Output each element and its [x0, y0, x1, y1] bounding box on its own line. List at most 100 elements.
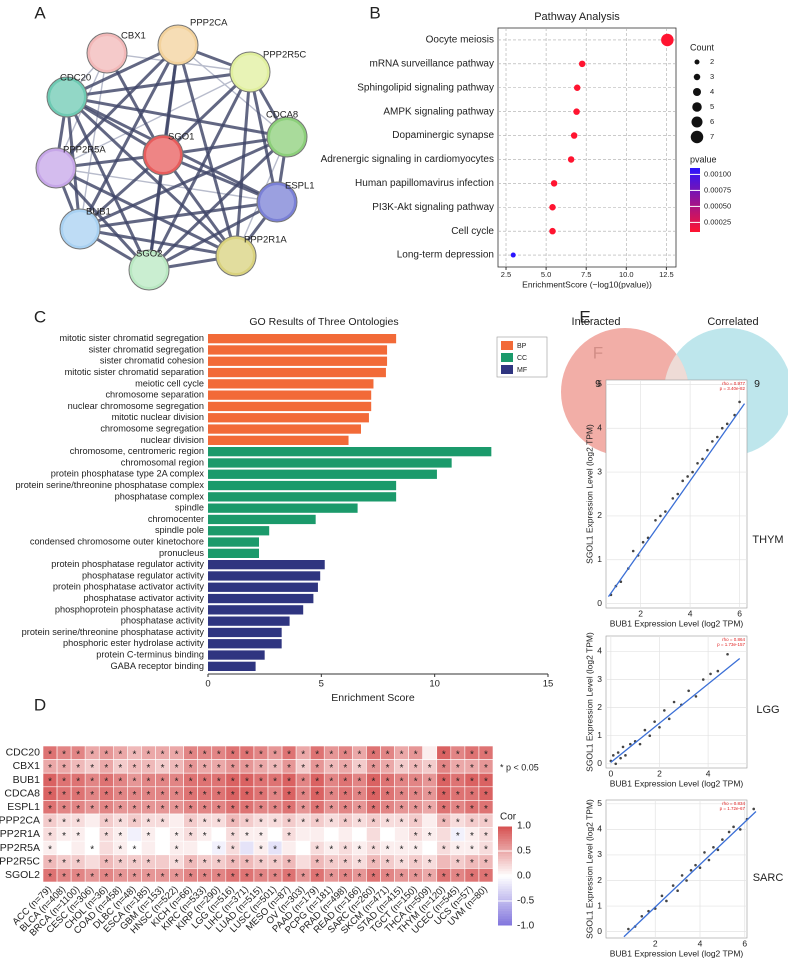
heatmap-cell [295, 840, 311, 856]
significance-star: * [357, 804, 361, 815]
network-node [229, 51, 271, 93]
network-node [128, 249, 170, 291]
significance-star: * [400, 749, 404, 760]
scatter-point [680, 874, 684, 877]
scatter-point [706, 448, 709, 452]
significance-star: * [76, 872, 80, 883]
chart-title: Pathway Analysis [534, 11, 620, 23]
colorbar-segment [498, 835, 512, 839]
significance-star: * [315, 845, 319, 856]
significance-star: * [414, 831, 418, 842]
network-node-inner [132, 253, 166, 287]
significance-star: * [414, 858, 418, 869]
network-node-label: ESPL1 [285, 181, 315, 192]
scatter-point [616, 751, 620, 754]
heatmap-cell [141, 840, 156, 856]
significance-star: * [400, 817, 404, 828]
scatter-point [614, 762, 618, 766]
network-node-inner [161, 28, 195, 62]
significance-star: * [386, 804, 390, 815]
scatter-point [752, 807, 756, 811]
heatmap-cell [394, 827, 409, 842]
significance-star: * [484, 872, 488, 883]
significance-star: * [386, 763, 390, 774]
scatter-point [647, 909, 650, 913]
significance-star: * [372, 858, 376, 869]
network-edge [79, 135, 288, 231]
significance-note: * p < 0.05 [500, 762, 539, 772]
significance-star: * [470, 777, 474, 788]
heatmap-cell [84, 854, 100, 869]
bar [208, 526, 270, 536]
x-axis-label: BUB1 Expression Level (log2 TPM) [610, 618, 744, 628]
significance-star: * [203, 777, 207, 788]
panel-label: C [34, 307, 46, 326]
significance-star: * [442, 845, 446, 856]
significance-star: * [414, 845, 418, 856]
y-tick-label: 1 [597, 900, 602, 910]
network-node-label: PPP2CA [190, 18, 228, 29]
significance-star: * [343, 777, 347, 788]
panel-label: D [34, 695, 46, 714]
bar [208, 650, 265, 660]
heatmap-cell [169, 813, 184, 828]
heatmap-cell [422, 840, 438, 856]
significance-star: * [329, 777, 333, 788]
significance-star: * [343, 872, 347, 883]
heatmap-cell [56, 840, 72, 856]
significance-star: * [428, 858, 432, 869]
significance-star: * [287, 858, 291, 869]
legend-swatch [501, 365, 513, 374]
x-axis-label: BUB1 Expression Level (log2 TPM) [610, 948, 744, 958]
significance-star: * [147, 763, 151, 774]
chart-title: GO Results of Three Ontologies [249, 316, 398, 328]
row-label: CDCA8 [4, 787, 40, 799]
significance-star: * [217, 777, 221, 788]
significance-star: * [231, 777, 235, 788]
colorbar-segment [498, 860, 512, 864]
significance-star: * [259, 777, 263, 788]
bar [208, 582, 318, 592]
significance-star: * [470, 763, 474, 774]
scatter-point [665, 899, 668, 903]
significance-star: * [62, 872, 66, 883]
bar [208, 345, 388, 355]
significance-star: * [48, 817, 52, 828]
x-axis-label: Enrichment Score [331, 692, 415, 704]
scatter-point [627, 927, 630, 931]
network-edge [55, 166, 237, 258]
significance-star: * [231, 749, 235, 760]
dot [510, 252, 516, 258]
bar [208, 424, 361, 434]
trend-line [610, 657, 741, 763]
scatter-point [621, 745, 625, 749]
panel-label: E [579, 307, 590, 326]
colorbar-segment [498, 893, 512, 897]
network-node-label: SGO1 [168, 132, 194, 143]
significance-star: * [456, 831, 460, 842]
significance-star: * [189, 790, 193, 801]
significance-star: * [414, 872, 418, 883]
significance-star: * [104, 763, 108, 774]
significance-star: * [203, 858, 207, 869]
legend-label: BP [517, 343, 527, 350]
network-edge [161, 154, 238, 257]
significance-star: * [104, 872, 108, 883]
scatter-point [654, 519, 657, 522]
row-label: PPP2R1A [0, 828, 40, 840]
x-tick-label: 7.5 [581, 270, 591, 279]
scatter-point [664, 510, 667, 513]
heatmap-cell [211, 827, 227, 842]
colorbar-segment [498, 850, 512, 854]
y-tick-label: 4 [597, 824, 602, 834]
bar [208, 356, 388, 366]
colorbar-segment [498, 855, 512, 859]
colorbar-segment [498, 900, 512, 904]
colorbar-segment [498, 898, 512, 902]
significance-star: * [76, 763, 80, 774]
significance-star: * [301, 749, 305, 760]
network-edge [177, 44, 288, 138]
significance-star: * [273, 804, 277, 815]
significance-star: * [245, 763, 249, 774]
x-tick-label: 5.0 [541, 270, 551, 279]
